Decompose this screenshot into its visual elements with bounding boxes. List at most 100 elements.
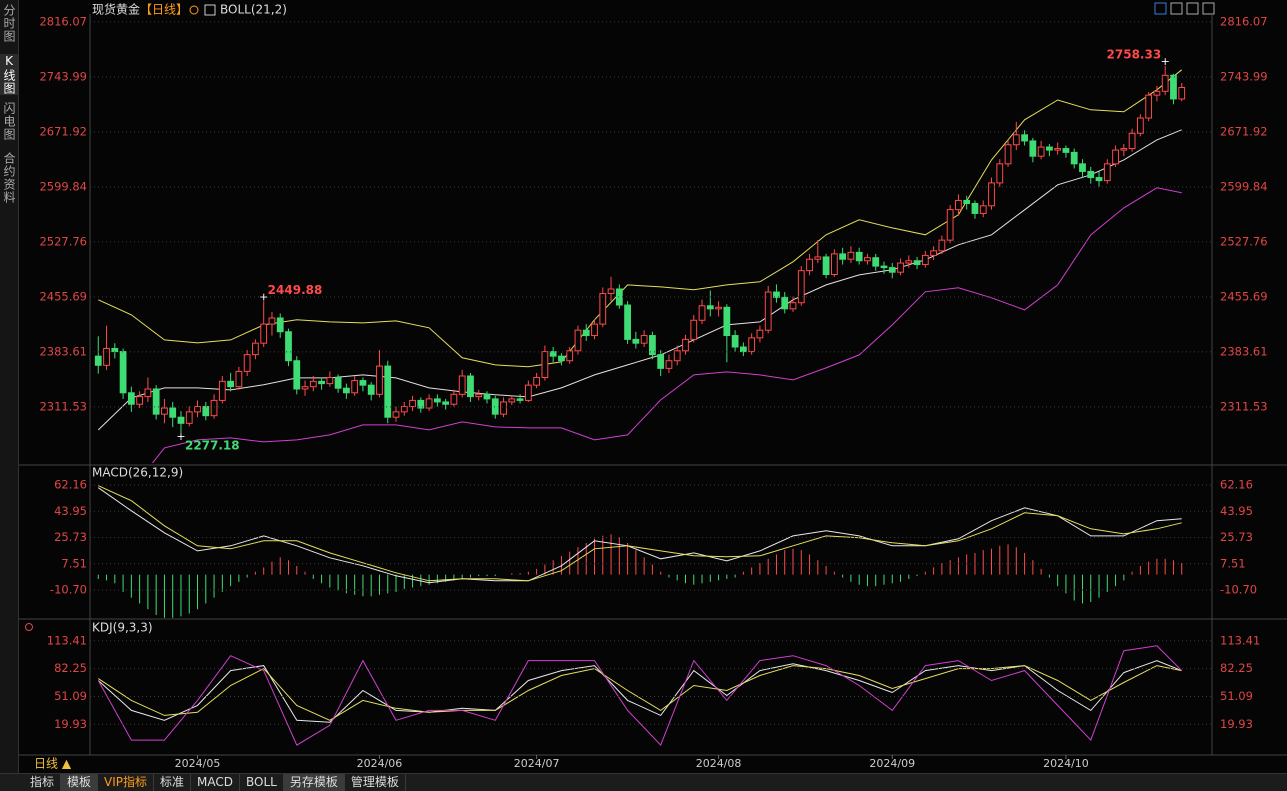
panel	[97, 645, 1183, 747]
candle-body	[773, 291, 780, 298]
candle-body	[508, 398, 516, 403]
candle-body	[409, 399, 416, 408]
candle-body	[1037, 146, 1045, 157]
candle-body	[111, 348, 119, 353]
candle-body	[955, 199, 962, 211]
candle-body	[376, 365, 383, 395]
candle-body	[1012, 134, 1020, 146]
candle-body	[566, 350, 574, 362]
candle-body	[905, 260, 913, 264]
y-tick-label: 113.41	[1220, 633, 1260, 647]
candle-body	[988, 182, 995, 207]
candle-body	[615, 288, 623, 306]
panel	[94, 65, 1186, 463]
candle-body	[1103, 163, 1111, 182]
y-tick-label: -10.70	[1220, 583, 1257, 597]
candle-body	[127, 392, 135, 405]
marker: +	[1161, 55, 1170, 68]
tab[interactable]: 管理模板	[345, 774, 406, 791]
icon[interactable]	[1186, 2, 1199, 15]
candle-body	[533, 377, 541, 386]
candle-body	[293, 360, 301, 390]
candle-body	[243, 354, 251, 372]
y-tick-label: 2311.53	[1220, 399, 1268, 413]
tab[interactable]: 另存模板	[283, 774, 345, 791]
candle-body	[433, 398, 441, 403]
tab[interactable]: 模板	[61, 774, 99, 791]
candle-body	[318, 380, 325, 385]
icon[interactable]	[1154, 2, 1167, 15]
candle-body	[210, 399, 218, 417]
candle-body	[169, 407, 177, 418]
candle-body	[632, 338, 640, 344]
y-tick-label: 19.93	[54, 717, 87, 731]
candle-body	[814, 256, 822, 260]
icon[interactable]	[1202, 2, 1215, 15]
candle-body	[194, 406, 201, 413]
corner	[0, 773, 24, 791]
candle-body	[657, 354, 665, 369]
candle-body	[483, 393, 491, 400]
icon[interactable]	[1170, 2, 1183, 15]
y-tick-label: 113.41	[47, 633, 87, 647]
y-tick-label: 2743.99	[39, 69, 87, 83]
candle-body	[731, 335, 739, 348]
y-tick-label: 2816.07	[1220, 14, 1268, 28]
panel-title: 现货黄金	[92, 2, 140, 17]
candle-body	[847, 251, 855, 260]
sidebar-tab[interactable]: 合约资料	[2, 152, 16, 204]
candle-body	[665, 360, 673, 369]
candle-body	[152, 388, 160, 415]
candle-body	[1095, 177, 1103, 182]
candle-body	[491, 398, 499, 415]
candle-body	[1046, 146, 1053, 151]
candle-body	[839, 253, 847, 260]
tab[interactable]: BOLL	[240, 774, 284, 791]
candle-body	[177, 416, 185, 424]
sidebar-tab[interactable]: K线图	[0, 54, 18, 95]
y-tick-label: 2383.61	[39, 344, 87, 358]
candle-body	[227, 380, 234, 388]
candle-body	[276, 317, 284, 333]
low-label: 2277.18	[185, 439, 240, 453]
candle-body	[913, 260, 921, 266]
x-tick-label: 2024/05	[175, 757, 221, 770]
period-button[interactable]: 日线 ▲	[34, 757, 72, 771]
panel	[97, 485, 1183, 618]
panel-title: KDJ(9,3,3)	[92, 621, 153, 635]
icon	[189, 5, 199, 15]
candle-body	[144, 388, 152, 398]
x-tick-label: 2024/06	[357, 757, 403, 770]
tab[interactable]: 标准	[154, 774, 192, 791]
candle-body	[1029, 140, 1037, 157]
candle-body	[218, 380, 226, 401]
candle-body	[450, 393, 458, 405]
candle-body	[690, 319, 698, 340]
candle-body	[94, 355, 102, 366]
candle-body	[500, 401, 507, 415]
candle-body	[334, 377, 342, 389]
y-tick-label: 43.95	[54, 504, 87, 518]
tab[interactable]: VIP指标	[98, 774, 155, 791]
high-label: 2758.33	[1107, 47, 1162, 61]
y-tick-label: 19.93	[1220, 717, 1253, 731]
candle-body	[864, 257, 871, 262]
candle-body	[1079, 163, 1086, 172]
candle-body	[1087, 170, 1095, 179]
candle-body	[640, 335, 648, 344]
sidebar-tab[interactable]: 分时图	[2, 4, 16, 43]
candle-body	[1153, 90, 1161, 96]
indicator-line	[97, 660, 1182, 723]
tab[interactable]: MACD	[191, 774, 241, 791]
indicator-line	[97, 129, 1182, 431]
indicator-line	[97, 645, 1183, 747]
candle-body	[682, 338, 689, 352]
sidebar-tab[interactable]: 闪电图	[2, 102, 16, 141]
y-tick-label: 82.25	[1220, 661, 1253, 675]
candle-body	[342, 387, 350, 394]
tab[interactable]: 指标	[24, 774, 62, 791]
y-tick-label: 2671.92	[1220, 124, 1268, 138]
candle-body	[855, 251, 863, 262]
chart: 日线 ▲ 2311.53 2311.53 2383.61 2383.61 2455.69…	[18, 1, 1287, 771]
candle-body	[897, 262, 904, 273]
